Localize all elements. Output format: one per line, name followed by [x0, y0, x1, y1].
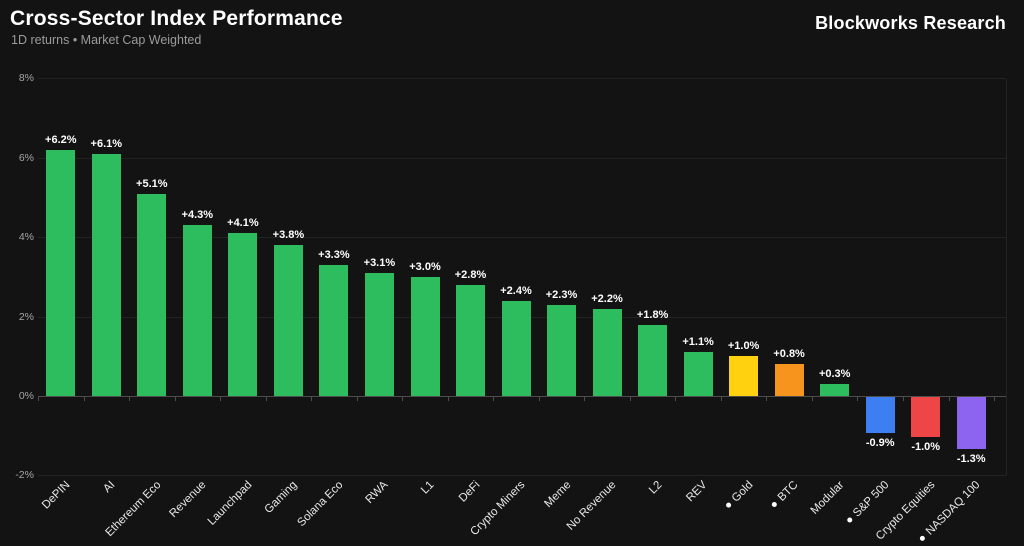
x-axis-tick — [311, 397, 313, 401]
bar-value-label: -1.0% — [911, 440, 941, 453]
bar-value-label: +1.8% — [636, 308, 669, 321]
bar-crypto-equities — [911, 397, 941, 437]
bar-value-label: +6.1% — [90, 137, 123, 150]
benchmark-dot-icon — [770, 500, 778, 508]
benchmark-dot-icon — [919, 534, 927, 542]
benchmark-dot-icon — [724, 501, 732, 509]
bar-modular — [820, 384, 850, 396]
bar-value-label: +0.8% — [773, 348, 805, 361]
bar-defi — [456, 284, 485, 396]
x-axis-tick — [356, 397, 358, 401]
x-axis-tick — [584, 397, 586, 401]
bar-value-label: +1.0% — [727, 340, 760, 353]
bar-ai — [91, 153, 121, 396]
bar-l1 — [410, 276, 440, 396]
x-axis-tick — [994, 397, 995, 401]
x-axis-tick — [948, 397, 950, 401]
bar-gold — [729, 356, 759, 396]
x-axis-tick — [766, 397, 768, 401]
bar-value-label: +2.4% — [500, 284, 532, 297]
x-axis-tick — [38, 397, 39, 401]
brand-logo: Blockworks Research — [815, 13, 1006, 33]
gridline — [38, 78, 1006, 80]
x-axis-tick — [129, 397, 130, 401]
x-axis-zero-line — [38, 396, 1006, 397]
bar-value-label: +0.3% — [818, 368, 851, 381]
x-axis-tick — [265, 397, 267, 401]
x-axis-tick — [675, 397, 677, 401]
bar-value-label: +5.1% — [136, 177, 168, 190]
bar-meme — [547, 304, 576, 396]
bar-l2 — [638, 324, 668, 396]
bar-solana-eco — [319, 265, 349, 396]
bar-gaming — [273, 245, 303, 396]
x-axis-tick — [174, 397, 176, 401]
bar-value-label: +3.0% — [409, 260, 441, 273]
x-axis-tick — [720, 397, 722, 401]
y-axis-tick-label: 4% — [18, 231, 34, 244]
bar-ethereum-eco — [137, 193, 167, 396]
x-axis-tick — [857, 397, 859, 401]
bar-nasdaq-100 — [956, 397, 986, 449]
chart-subtitle: 1D returns • Market Cap Weighted — [11, 33, 202, 47]
plot-right-border — [1006, 79, 1007, 476]
bar-crypto-miners — [501, 300, 531, 396]
bar-value-label: +4.1% — [227, 217, 259, 230]
gridline — [38, 475, 1006, 477]
x-axis-tick — [903, 397, 904, 401]
x-axis-tick — [83, 397, 85, 401]
gridline — [38, 237, 1006, 239]
y-axis-tick-label: 8% — [18, 72, 34, 85]
bar-value-label: -1.3% — [956, 452, 986, 465]
x-axis-tick — [629, 397, 631, 401]
bar-value-label: +3.3% — [318, 249, 350, 261]
x-axis-tick — [811, 397, 813, 401]
bar-value-label: +2.8% — [454, 268, 487, 281]
bar-launchpad — [228, 233, 258, 396]
x-axis-tick — [220, 397, 222, 401]
bar-rwa — [364, 272, 394, 396]
bar-depin — [46, 149, 76, 396]
bar-value-label: +6.2% — [45, 133, 77, 146]
bar-s-p-500 — [865, 397, 895, 433]
gridline — [38, 157, 1006, 159]
x-axis-tick — [538, 397, 540, 401]
bar-revenue — [182, 225, 212, 396]
x-axis-tick — [447, 397, 449, 401]
x-axis-tick — [493, 397, 495, 401]
bar-rev — [683, 352, 713, 396]
y-axis-tick-label: -2% — [15, 469, 34, 482]
bar-no-revenue — [592, 308, 622, 396]
bar-value-label: +2.2% — [591, 292, 623, 305]
bar-value-label: +3.1% — [363, 256, 396, 269]
bar-value-label: +3.8% — [272, 229, 305, 242]
bar-value-label: +1.1% — [682, 336, 714, 349]
bar-value-label: +4.3% — [181, 209, 214, 222]
y-axis-tick-label: 0% — [18, 390, 34, 402]
bar-btc — [774, 364, 804, 396]
page-title: Cross-Sector Index Performance — [10, 7, 343, 30]
x-axis-tick — [402, 397, 404, 401]
bar-value-label: +2.3% — [545, 288, 578, 301]
bar-value-label: -0.9% — [865, 436, 895, 449]
y-axis-tick-label: 2% — [18, 310, 34, 323]
benchmark-dot-icon — [846, 516, 854, 524]
y-axis-tick-label: 6% — [18, 151, 34, 164]
